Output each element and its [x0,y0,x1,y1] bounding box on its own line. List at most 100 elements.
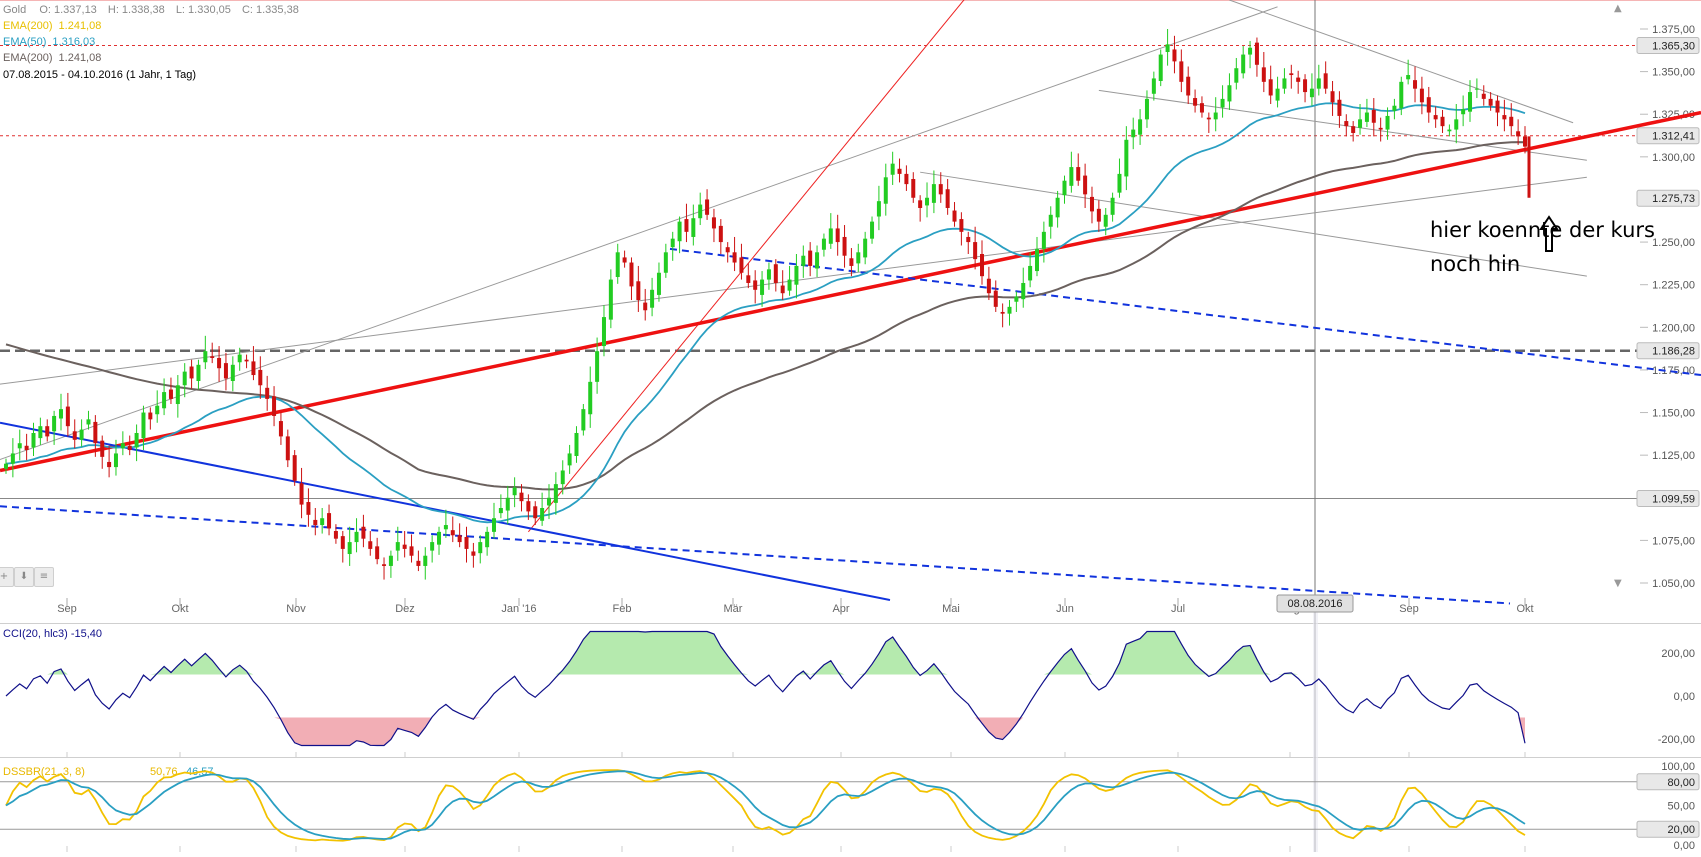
candle-body [1309,88,1314,98]
candle-body [794,265,799,285]
crosshair-band [1313,600,1318,852]
up-arrow-icon [1539,215,1559,252]
legend-ema200-yellow[interactable]: EMA(200) 1.241,08 [3,20,101,32]
candle-body [1461,109,1466,115]
candle-body [1172,49,1177,62]
candle-body [217,357,222,369]
candle-body [650,289,655,308]
candle-body [849,258,854,266]
candle-body [856,252,861,264]
price-label-box [1636,489,1700,507]
candle-body [1454,119,1459,130]
x-month-label: Okt [1516,603,1533,615]
candle-body [533,506,538,519]
candle-body [993,290,998,307]
x-month-label: Jul [1171,603,1185,615]
candle-body [1392,105,1397,111]
candle-body [196,364,201,382]
candle-body [223,363,228,379]
candle-body [732,252,737,263]
candle-body [808,250,813,266]
candle-body [938,184,943,195]
candle-body [801,255,806,266]
candle-body [1378,127,1383,130]
price-label: 1.186,28 [1652,346,1695,358]
candle-body [931,184,936,203]
candle-body [1261,67,1266,82]
candle-body [4,463,8,469]
candle-body [1165,44,1170,53]
scroll-down-icon[interactable]: ▼ [1614,578,1622,589]
legend-ema50[interactable]: EMA(50) 1.316,03 [3,36,95,48]
candle-body [65,406,70,427]
candle-body [1241,54,1246,74]
zoom-in-button[interactable]: + [0,567,14,587]
candle-body [828,228,833,244]
candle-body [175,385,180,405]
candle-body [1371,109,1376,123]
candle-body [876,201,881,217]
candle-body [546,497,551,506]
y-tick-label: 1.300,00 [1652,152,1695,164]
candle-body [1282,78,1287,89]
menu-icon[interactable]: ≡ [34,567,54,587]
candle-body [1206,117,1211,120]
candle-body [904,173,909,185]
candle-body [72,431,77,440]
candle-body [17,443,22,449]
legend-ema50-value: 1.316,03 [52,36,96,48]
candle-body [354,531,359,543]
candle-body [1034,248,1039,272]
candle-body [457,535,462,543]
candle-body [1048,214,1053,227]
download-icon[interactable]: ⬇ [14,567,34,587]
candle-body [1234,68,1239,83]
scroll-up-icon[interactable]: ▲ [1614,3,1622,14]
candle-body [691,218,696,237]
candle-body [574,432,579,457]
candle-body [1062,180,1067,196]
candle-body [1138,119,1143,135]
candle-body [890,163,895,175]
candle-body [244,359,249,362]
candle-body [952,210,957,222]
candle-body [1488,98,1493,106]
candle-body [1083,175,1088,195]
candle-body [1468,92,1473,112]
legend-ema200-grey[interactable]: EMA(200) 1.241,08 [3,52,101,64]
candle-body [842,236,847,256]
candle-body [230,364,235,382]
candle-body [684,219,689,232]
dss-y-label: 50,00 [1667,801,1695,813]
candle-body [141,412,146,439]
cci-title: CCI(20, hlc3) -15,40 [3,628,102,640]
legend-ema200-grey-label: EMA(200) [3,52,53,64]
candle-body [79,429,84,440]
candle-body [471,551,476,556]
ohlc-legend: Gold O: 1.337,13 H: 1.338,38 L: 1.330,05… [3,4,299,16]
candle-body [437,531,442,545]
candle-body [113,453,118,468]
candle-body [430,542,435,551]
candle-body [409,546,414,556]
cci-y-label: 0,00 [1674,691,1695,703]
candle-body [251,361,256,376]
candle-body [519,492,524,502]
candle-body [93,421,98,444]
steep-red-line [527,0,965,533]
candle-body [1289,73,1294,76]
x-month-label: Jun [1056,603,1074,615]
ema50-line [5,102,1526,524]
x-month-label: Feb [613,603,632,615]
candle-body [58,409,63,419]
candle-body [416,560,421,566]
candle-body [1124,139,1129,177]
candle-body [643,302,648,311]
candle-body [292,455,297,481]
candle-body [1351,126,1356,133]
candle-body [1516,131,1521,137]
candle-body [705,199,710,215]
candle-body [753,280,758,290]
candle-body [1523,136,1527,147]
